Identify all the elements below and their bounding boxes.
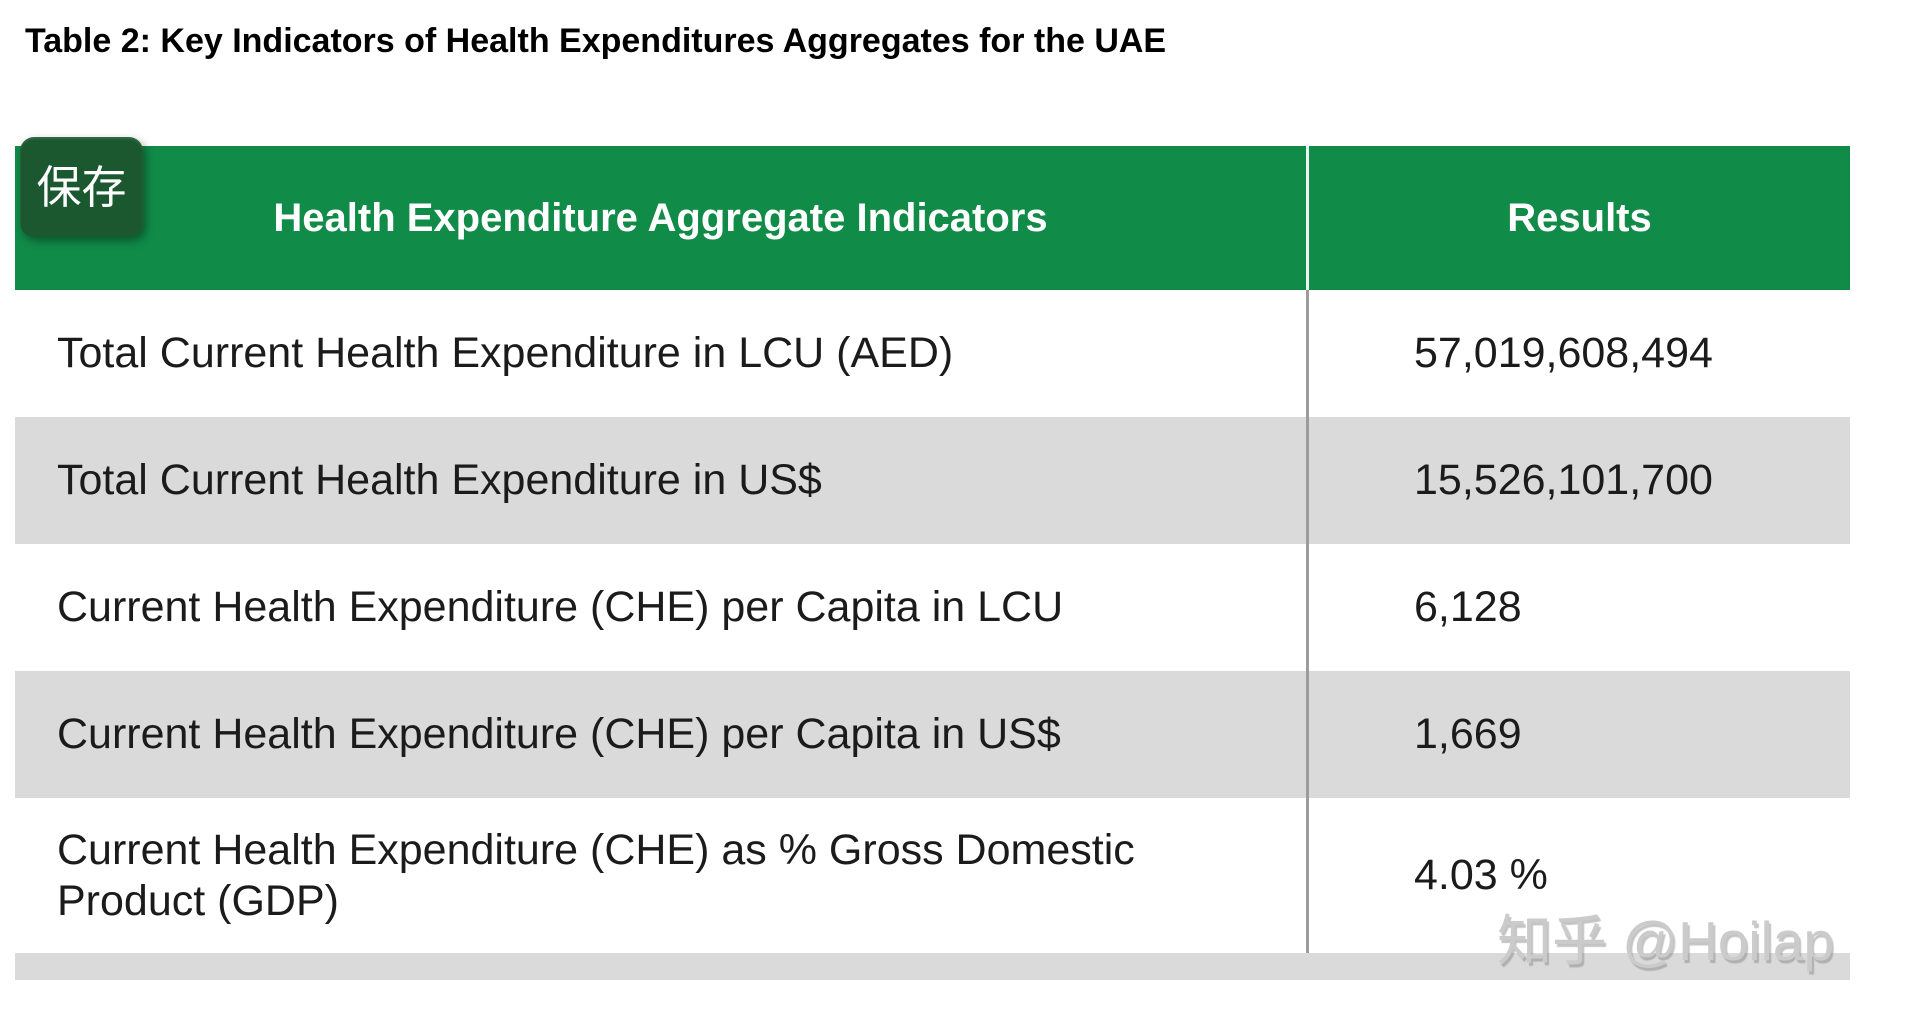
page-title: Table 2: Key Indicators of Health Expend… [25, 22, 1167, 60]
column-header-indicators: Health Expenditure Aggregate Indicators [15, 146, 1309, 290]
table-row: Total Current Health Expenditure in US$ 1… [15, 417, 1850, 544]
result-cell: 4.03 % [1414, 851, 1548, 899]
table-row: Current Health Expenditure (CHE) as % Gr… [15, 798, 1850, 953]
result-cell: 57,019,608,494 [1414, 329, 1713, 377]
result-cell: 6,128 [1414, 583, 1522, 631]
indicator-cell: Current Health Expenditure (CHE) per Cap… [15, 544, 1309, 671]
column-header-results: Results [1507, 195, 1652, 240]
table-row: Current Health Expenditure (CHE) per Cap… [15, 544, 1850, 671]
indicator-cell: Current Health Expenditure (CHE) as % Gr… [15, 798, 1309, 953]
indicator-cell: Current Health Expenditure (CHE) per Cap… [15, 671, 1309, 798]
table-row-partial [15, 953, 1850, 980]
table-header-row: Health Expenditure Aggregate Indicators … [15, 146, 1850, 290]
indicator-cell: Total Current Health Expenditure in US$ [15, 417, 1309, 544]
table-row: Total Current Health Expenditure in LCU … [15, 290, 1850, 417]
table-body: Total Current Health Expenditure in LCU … [15, 290, 1850, 953]
indicator-cell: Total Current Health Expenditure in LCU … [15, 290, 1309, 417]
table-row: Current Health Expenditure (CHE) per Cap… [15, 671, 1850, 798]
indicators-table: Health Expenditure Aggregate Indicators … [15, 146, 1850, 980]
result-cell: 1,669 [1414, 710, 1522, 758]
result-cell: 15,526,101,700 [1414, 456, 1713, 504]
save-button[interactable]: 保存 [20, 137, 143, 237]
